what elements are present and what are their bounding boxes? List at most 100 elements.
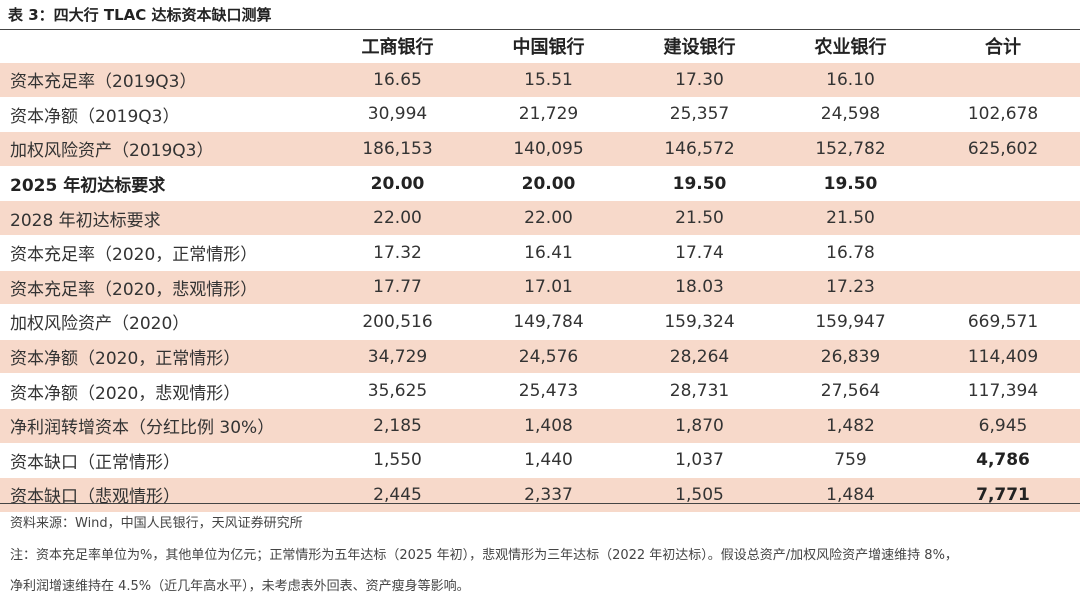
row-label: 2025 年初达标要求 bbox=[0, 165, 322, 201]
table-cell: 20.00 bbox=[473, 165, 624, 201]
row-label: 资本充足率（2020，正常情形） bbox=[0, 234, 322, 271]
table-cell: 24,576 bbox=[473, 338, 624, 374]
source-note: 资料来源：Wind，中国人民银行，天风证券研究所 bbox=[10, 516, 303, 531]
header-cell bbox=[0, 30, 322, 63]
table-cell: 1,505 bbox=[624, 477, 775, 512]
table-cell: 17.32 bbox=[322, 234, 473, 271]
table-cell: 16.78 bbox=[775, 234, 926, 271]
table-cell: 27,564 bbox=[775, 373, 926, 409]
header-cell: 农业银行 bbox=[775, 30, 926, 63]
table-cell: 1,550 bbox=[322, 442, 473, 478]
table-cell: 16.41 bbox=[473, 234, 624, 271]
table-cell: 26,839 bbox=[775, 338, 926, 374]
table-cell: 21.50 bbox=[624, 200, 775, 236]
table-cell bbox=[926, 269, 1080, 305]
table-cell: 25,473 bbox=[473, 373, 624, 409]
table-cell: 159,947 bbox=[775, 304, 926, 340]
row-label: 资本缺口（悲观情形） bbox=[0, 477, 322, 512]
table-cell bbox=[926, 165, 1080, 201]
table-cell: 669,571 bbox=[926, 304, 1080, 340]
table-row: 资本净额（2020，悲观情形） 35,625 25,473 28,731 27,… bbox=[0, 373, 1080, 409]
table-cell: 2,185 bbox=[322, 407, 473, 444]
table-cell: 24,598 bbox=[775, 96, 926, 132]
row-label: 净利润转增资本（分红比例 30%） bbox=[0, 407, 322, 444]
table-cell: 6,945 bbox=[926, 407, 1080, 444]
table-cell: 1,037 bbox=[624, 442, 775, 478]
table-cell: 152,782 bbox=[775, 131, 926, 167]
table-row: 2028 年初达标要求 22.00 22.00 21.50 21.50 bbox=[0, 200, 1080, 236]
table-cell: 28,264 bbox=[624, 338, 775, 374]
header-cell: 中国银行 bbox=[473, 30, 624, 63]
row-label: 资本充足率（2019Q3） bbox=[0, 62, 322, 98]
table-cell: 4,786 bbox=[926, 442, 1080, 478]
table-cell: 17.74 bbox=[624, 234, 775, 271]
table-cell: 114,409 bbox=[926, 338, 1080, 374]
table-cell: 102,678 bbox=[926, 96, 1080, 132]
top-rule bbox=[0, 29, 1080, 30]
table-cell: 16.10 bbox=[775, 62, 926, 98]
row-label: 资本净额（2020，悲观情形） bbox=[0, 373, 322, 409]
table-cell: 17.77 bbox=[322, 269, 473, 305]
table-cell: 35,625 bbox=[322, 373, 473, 409]
table-cell: 1,482 bbox=[775, 407, 926, 444]
row-label: 加权风险资产（2019Q3） bbox=[0, 131, 322, 167]
table-cell: 149,784 bbox=[473, 304, 624, 340]
table-row: 资本净额（2020，正常情形） 34,729 24,576 28,264 26,… bbox=[0, 338, 1080, 374]
table-cell bbox=[926, 62, 1080, 98]
table-row: 资本充足率（2019Q3） 16.65 15.51 17.30 16.10 bbox=[0, 62, 1080, 98]
table-cell: 146,572 bbox=[624, 131, 775, 167]
table-cell: 22.00 bbox=[473, 200, 624, 236]
table-title: 表 3：四大行 TLAC 达标资本缺口测算 bbox=[8, 6, 272, 24]
table-row: 资本充足率（2020，悲观情形） 17.77 17.01 18.03 17.23 bbox=[0, 269, 1080, 305]
header-cell: 工商银行 bbox=[322, 30, 473, 63]
row-label: 加权风险资产（2020） bbox=[0, 304, 322, 340]
table-cell: 16.65 bbox=[322, 62, 473, 98]
table-row: 净利润转增资本（分红比例 30%） 2,185 1,408 1,870 1,48… bbox=[0, 407, 1080, 444]
table-cell: 7,771 bbox=[926, 477, 1080, 512]
table-cell: 17.30 bbox=[624, 62, 775, 98]
row-label: 资本缺口（正常情形） bbox=[0, 442, 322, 478]
table-cell: 19.50 bbox=[775, 165, 926, 201]
header-cell: 建设银行 bbox=[624, 30, 775, 63]
table-cell: 17.23 bbox=[775, 269, 926, 305]
table-cell: 200,516 bbox=[322, 304, 473, 340]
table-row: 加权风险资产（2020） 200,516 149,784 159,324 159… bbox=[0, 304, 1080, 340]
header-row: 工商银行 中国银行 建设银行 农业银行 合计 bbox=[0, 30, 1080, 63]
table-cell: 159,324 bbox=[624, 304, 775, 340]
table-cell: 21,729 bbox=[473, 96, 624, 132]
table-cell: 759 bbox=[775, 442, 926, 478]
table-cell: 1,440 bbox=[473, 442, 624, 478]
table-cell: 186,153 bbox=[322, 131, 473, 167]
table-cell: 17.01 bbox=[473, 269, 624, 305]
table-cell: 2,445 bbox=[322, 477, 473, 512]
table-cell: 34,729 bbox=[322, 338, 473, 374]
table-cell: 1,870 bbox=[624, 407, 775, 444]
bottom-rule bbox=[0, 503, 1080, 504]
table-cell: 30,994 bbox=[322, 96, 473, 132]
table-row: 资本净额（2019Q3） 30,994 21,729 25,357 24,598… bbox=[0, 96, 1080, 132]
row-label: 资本净额（2020，正常情形） bbox=[0, 338, 322, 374]
row-label: 2028 年初达标要求 bbox=[0, 200, 322, 236]
table-cell: 1,408 bbox=[473, 407, 624, 444]
table-cell: 625,602 bbox=[926, 131, 1080, 167]
table-cell: 28,731 bbox=[624, 373, 775, 409]
header-cell: 合计 bbox=[926, 30, 1080, 63]
table-cell: 25,357 bbox=[624, 96, 775, 132]
table-row: 资本缺口（悲观情形） 2,445 2,337 1,505 1,484 7,771 bbox=[0, 477, 1080, 512]
table-cell: 21.50 bbox=[775, 200, 926, 236]
table-cell: 140,095 bbox=[473, 131, 624, 167]
table-cell bbox=[926, 200, 1080, 236]
table-row: 资本缺口（正常情形） 1,550 1,440 1,037 759 4,786 bbox=[0, 442, 1080, 478]
table-cell bbox=[926, 234, 1080, 271]
table-row: 加权风险资产（2019Q3） 186,153 140,095 146,572 1… bbox=[0, 131, 1080, 167]
table-cell: 18.03 bbox=[624, 269, 775, 305]
table-cell: 117,394 bbox=[926, 373, 1080, 409]
table-cell: 1,484 bbox=[775, 477, 926, 512]
table-row: 资本充足率（2020，正常情形） 17.32 16.41 17.74 16.78 bbox=[0, 234, 1080, 271]
row-label: 资本充足率（2020，悲观情形） bbox=[0, 269, 322, 305]
footnote-line-1: 注：资本充足率单位为%，其他单位为亿元；正常情形为五年达标（2025 年初），悲… bbox=[10, 548, 958, 563]
table-cell: 2,337 bbox=[473, 477, 624, 512]
capital-gap-table: 工商银行 中国银行 建设银行 农业银行 合计 资本充足率（2019Q3） 16.… bbox=[0, 30, 1080, 512]
row-label: 资本净额（2019Q3） bbox=[0, 96, 322, 132]
table-cell: 22.00 bbox=[322, 200, 473, 236]
